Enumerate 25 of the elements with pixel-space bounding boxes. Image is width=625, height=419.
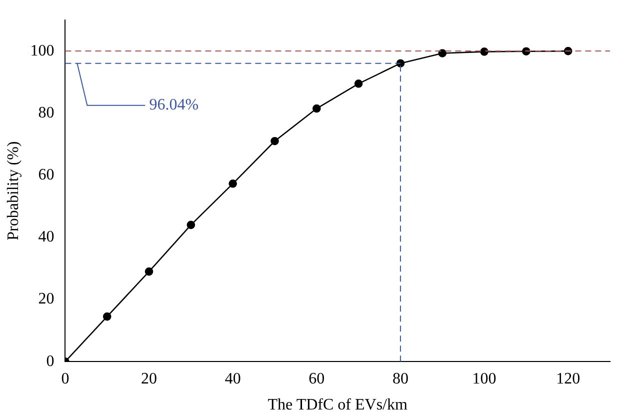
y-tick-label: 40 (38, 228, 54, 246)
ref-line-label: 96.04% (149, 96, 199, 114)
y-tick-label: 100 (30, 42, 54, 60)
point (312, 104, 321, 113)
x-tick-label: 80 (392, 370, 408, 388)
point (228, 180, 237, 188)
x-tick-label: 20 (141, 370, 158, 388)
y-tick-label: 0 (46, 352, 54, 370)
point (270, 136, 279, 146)
point (102, 312, 112, 321)
x-axis-title: The TDfC of EVs/km (268, 396, 408, 414)
point (186, 220, 196, 230)
point (438, 49, 447, 58)
x-tick-label: 120 (556, 370, 580, 388)
point (354, 80, 363, 88)
y-tick-label: 80 (38, 104, 54, 122)
point (144, 267, 154, 276)
y-tick-label: 60 (38, 166, 54, 184)
x-tick-label: 60 (308, 370, 325, 388)
point (480, 48, 488, 56)
y-axis-title: Probability (%) (4, 141, 22, 240)
x-tick-label: 100 (472, 370, 496, 388)
y-tick-label: 20 (38, 290, 54, 308)
x-tick-label: 0 (61, 370, 70, 388)
x-tick-label: 40 (224, 370, 241, 388)
